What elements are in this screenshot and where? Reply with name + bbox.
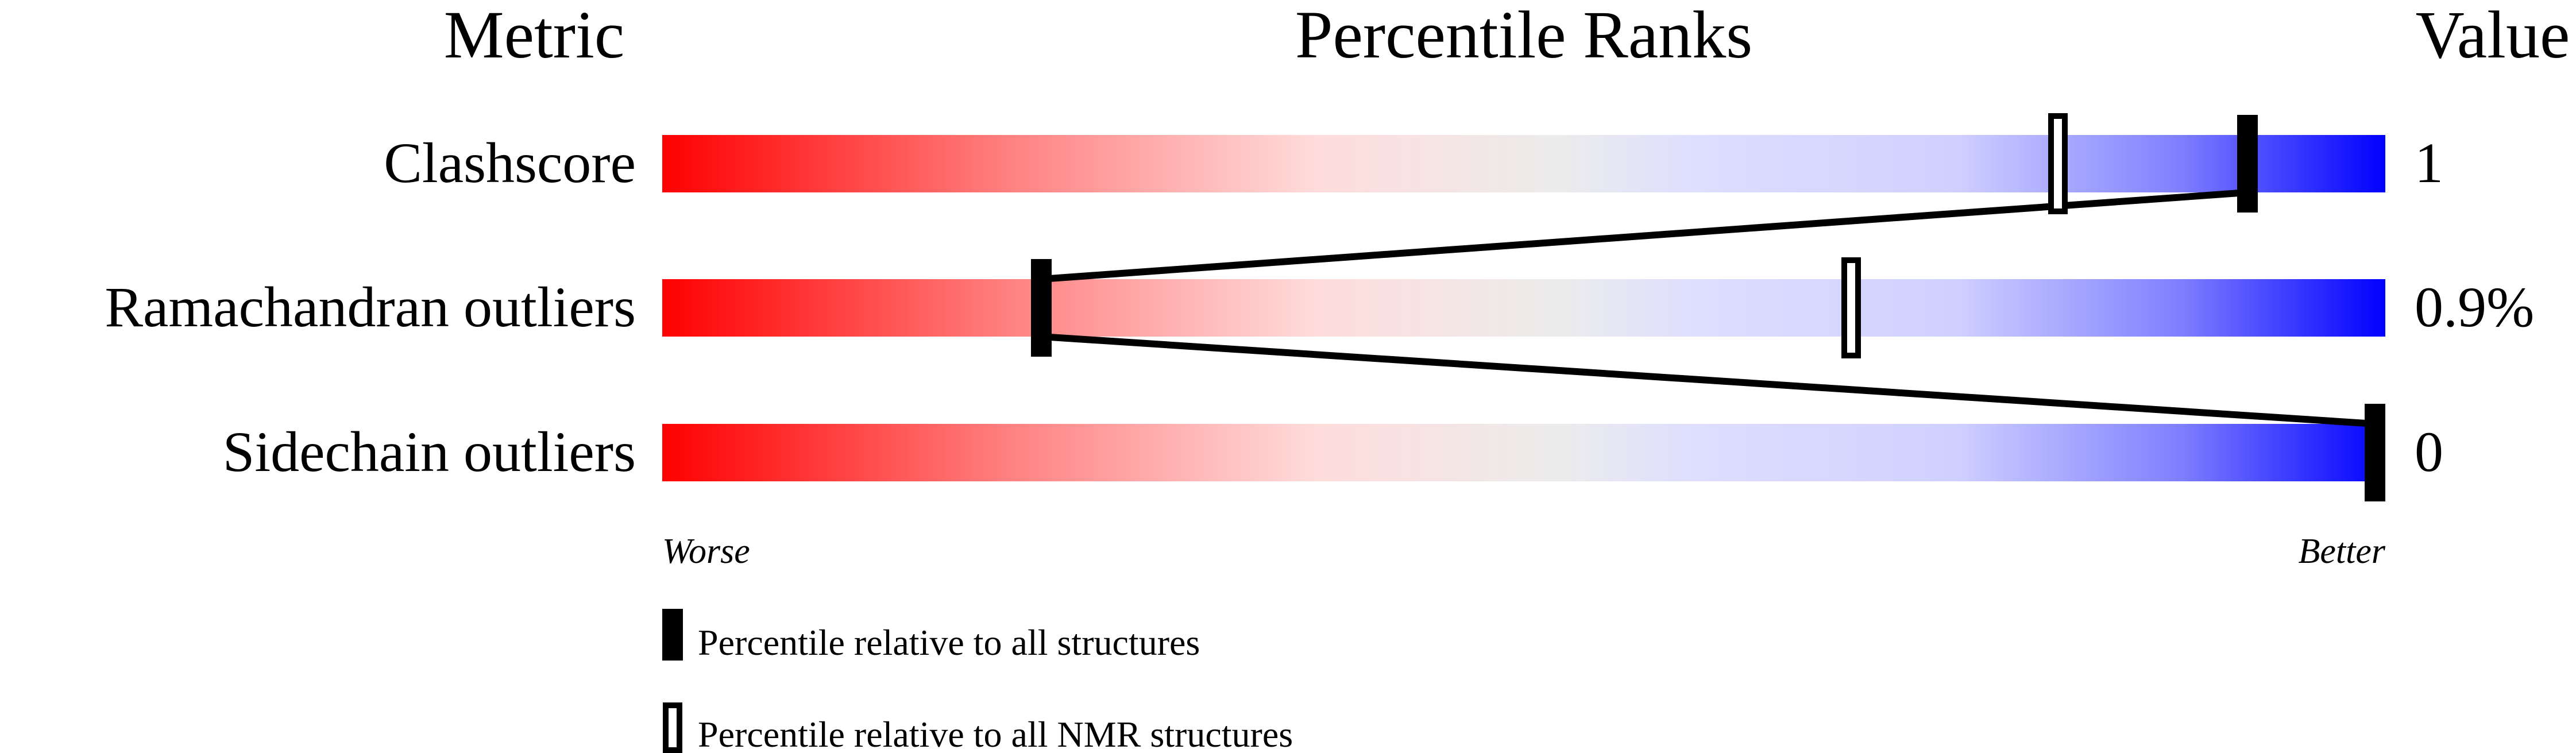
metric-value: 0	[2415, 420, 2443, 484]
legend-nmr-structures: Percentile relative to all NMR structure…	[698, 714, 1293, 753]
nmr-percentile-marker	[2048, 113, 2068, 214]
percentile-bar	[662, 279, 2385, 337]
header-percentile-ranks: Percentile Ranks	[1295, 0, 1752, 72]
all-percentile-marker	[2365, 404, 2385, 501]
percentile-connector-line	[1041, 189, 2248, 283]
percentile-connector-line	[1041, 333, 2376, 427]
header-metric: Metric	[444, 0, 625, 72]
better-label: Better	[2299, 532, 2386, 571]
worse-label: Worse	[662, 532, 750, 571]
metric-label: Ramachandran outliers	[105, 275, 636, 339]
metric-label: Clashscore	[384, 131, 636, 195]
metric-label: Sidechain outliers	[223, 420, 636, 484]
legend-filled-marker-icon	[662, 609, 683, 661]
percentile-bar	[662, 135, 2385, 192]
metric-value: 0.9%	[2415, 275, 2534, 339]
metric-value: 1	[2415, 131, 2443, 195]
legend-all-structures: Percentile relative to all structures	[698, 622, 1200, 663]
legend-outline-marker-icon	[663, 702, 682, 753]
nmr-percentile-marker	[1841, 257, 1861, 358]
all-percentile-marker	[2237, 115, 2258, 213]
header-value: Value	[2416, 0, 2570, 72]
all-percentile-marker	[1031, 259, 1052, 357]
percentile-bar	[662, 424, 2385, 481]
